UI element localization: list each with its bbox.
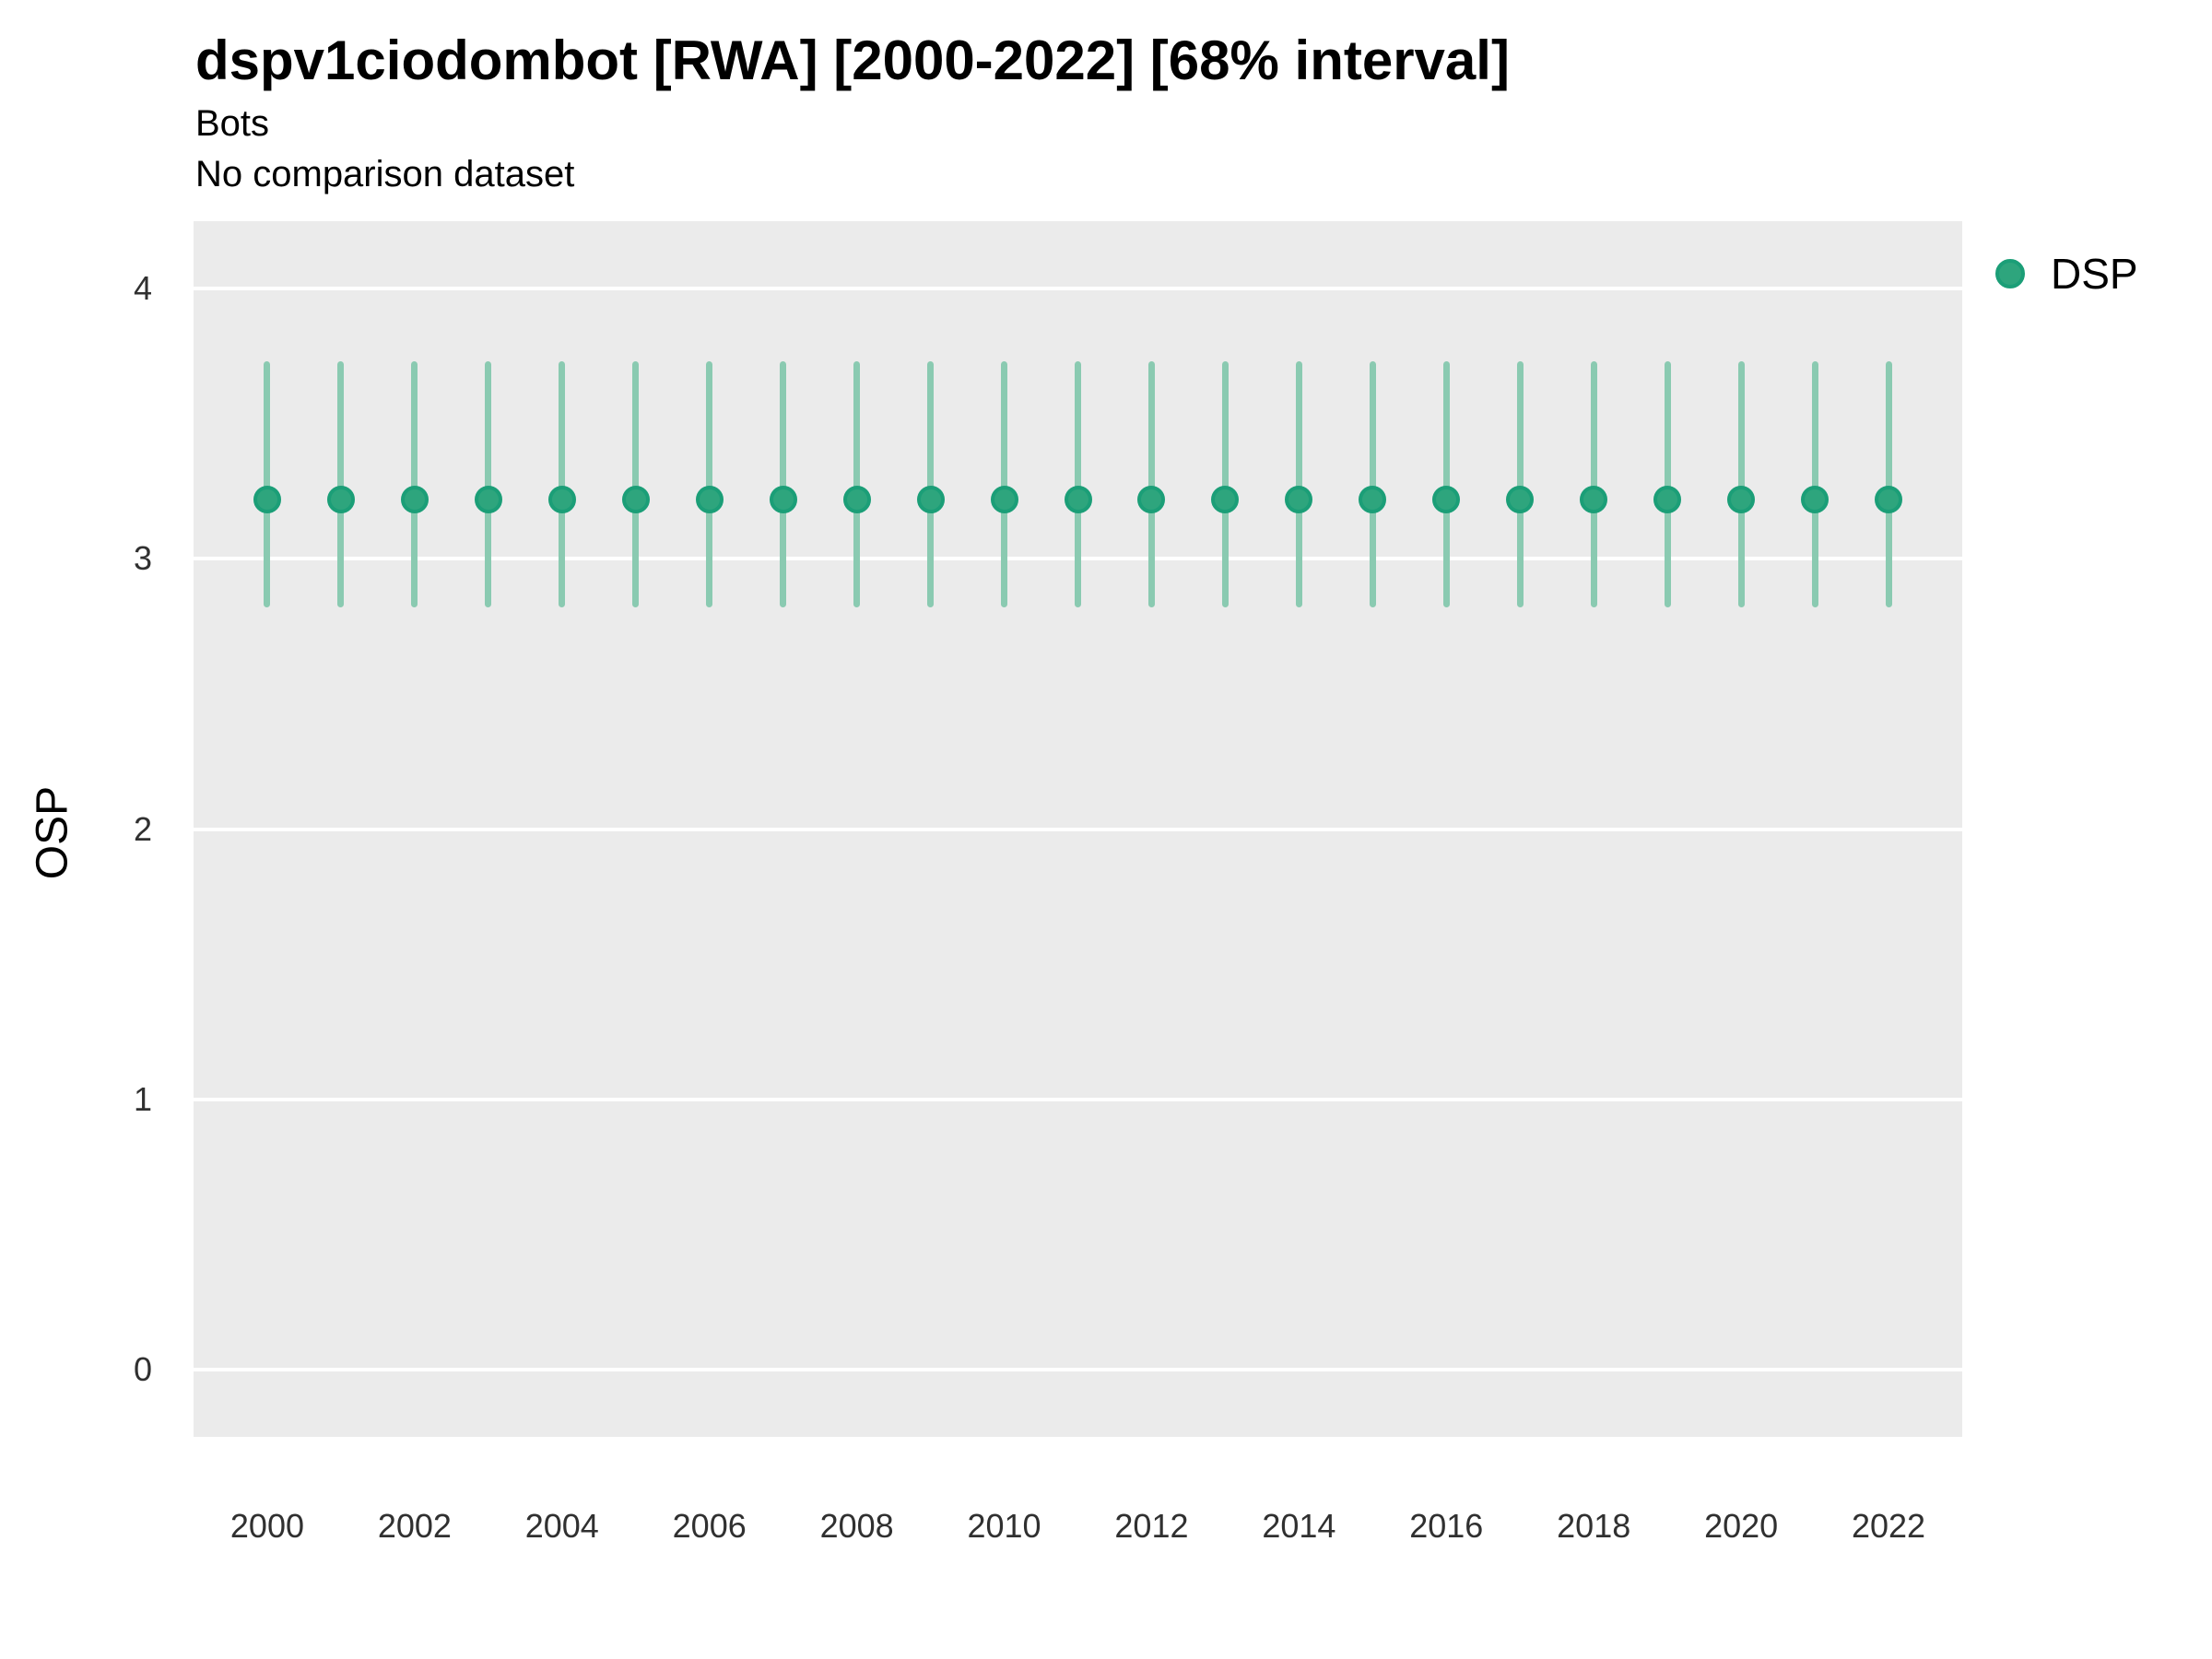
x-tick-label-2022: 2022 bbox=[1851, 1507, 1926, 1545]
interval-bar-2001 bbox=[337, 361, 345, 608]
interval-bar-2004 bbox=[559, 361, 566, 608]
y-tick-label-1: 1 bbox=[133, 1079, 152, 1118]
interval-bar-2005 bbox=[632, 361, 640, 608]
x-tick-label-2000: 2000 bbox=[229, 1507, 304, 1545]
data-point-2013 bbox=[1211, 485, 1240, 513]
interval-bar-2006 bbox=[706, 361, 713, 608]
chart-subtitle: Bots bbox=[195, 103, 270, 144]
data-point-2014 bbox=[1285, 485, 1313, 513]
x-tick-label-2014: 2014 bbox=[1262, 1507, 1336, 1545]
interval-bar-2008 bbox=[853, 361, 861, 608]
x-tick-label-2004: 2004 bbox=[524, 1507, 599, 1545]
plot-panel bbox=[194, 221, 1962, 1437]
gridline-y-1 bbox=[194, 1097, 1962, 1101]
interval-bar-2014 bbox=[1295, 361, 1302, 608]
data-point-2006 bbox=[695, 485, 724, 513]
interval-bar-2019 bbox=[1664, 361, 1671, 608]
data-point-2020 bbox=[1727, 485, 1756, 513]
data-point-2007 bbox=[769, 485, 797, 513]
x-tick-label-2016: 2016 bbox=[1409, 1507, 1484, 1545]
circle-icon bbox=[1995, 259, 2025, 288]
x-tick-label-2020: 2020 bbox=[1704, 1507, 1779, 1545]
interval-bar-2012 bbox=[1147, 361, 1155, 608]
data-point-2022 bbox=[1875, 485, 1903, 513]
gridline-y-0 bbox=[194, 1367, 1962, 1371]
y-tick-label-2: 2 bbox=[133, 809, 152, 848]
data-point-2012 bbox=[1137, 485, 1166, 513]
y-tick-label-0: 0 bbox=[133, 1349, 152, 1388]
data-point-2019 bbox=[1653, 485, 1682, 513]
data-point-2017 bbox=[1506, 485, 1535, 513]
interval-bar-2017 bbox=[1516, 361, 1524, 608]
interval-bar-2009 bbox=[927, 361, 935, 608]
x-tick-label-2008: 2008 bbox=[819, 1507, 894, 1545]
y-tick-label-4: 4 bbox=[133, 269, 152, 308]
chart-title: dspv1ciodombot [RWA] [2000-2022] [68% in… bbox=[195, 29, 1510, 91]
x-tick-label-2010: 2010 bbox=[967, 1507, 1041, 1545]
gridline-y-4 bbox=[194, 287, 1962, 291]
data-point-2015 bbox=[1359, 485, 1387, 513]
interval-bar-2021 bbox=[1811, 361, 1818, 608]
interval-bar-2010 bbox=[1001, 361, 1008, 608]
data-point-2009 bbox=[916, 485, 945, 513]
data-point-2018 bbox=[1580, 485, 1608, 513]
interval-bar-2013 bbox=[1221, 361, 1229, 608]
interval-bar-2018 bbox=[1590, 361, 1597, 608]
data-point-2004 bbox=[547, 485, 576, 513]
interval-bar-2020 bbox=[1737, 361, 1745, 608]
data-point-2010 bbox=[990, 485, 1018, 513]
y-tick-label-3: 3 bbox=[133, 539, 152, 578]
legend: DSP bbox=[1995, 249, 2138, 299]
x-tick-label-2002: 2002 bbox=[377, 1507, 452, 1545]
legend-label: DSP bbox=[2051, 250, 2138, 298]
data-point-2008 bbox=[842, 485, 871, 513]
data-point-2002 bbox=[400, 485, 429, 513]
legend-item-dsp: DSP bbox=[1995, 249, 2138, 299]
x-tick-label-2006: 2006 bbox=[672, 1507, 747, 1545]
data-point-2003 bbox=[474, 485, 502, 513]
interval-bar-2016 bbox=[1442, 361, 1450, 608]
interval-bar-2015 bbox=[1369, 361, 1376, 608]
x-tick-label-2012: 2012 bbox=[1114, 1507, 1189, 1545]
interval-bar-2007 bbox=[780, 361, 787, 608]
interval-bar-2003 bbox=[485, 361, 492, 608]
data-point-2011 bbox=[1064, 485, 1092, 513]
data-point-2005 bbox=[621, 485, 650, 513]
interval-bar-2011 bbox=[1075, 361, 1081, 608]
interval-bar-2000 bbox=[264, 361, 271, 608]
comparison-note: No comparison dataset bbox=[195, 154, 575, 194]
x-tick-label-2018: 2018 bbox=[1557, 1507, 1631, 1545]
data-point-2000 bbox=[253, 485, 281, 513]
data-point-2021 bbox=[1801, 485, 1830, 513]
data-point-2001 bbox=[326, 485, 355, 513]
interval-bar-2022 bbox=[1885, 361, 1892, 608]
interval-bar-2002 bbox=[411, 361, 418, 608]
data-point-2016 bbox=[1432, 485, 1461, 513]
gridline-y-2 bbox=[194, 827, 1962, 831]
